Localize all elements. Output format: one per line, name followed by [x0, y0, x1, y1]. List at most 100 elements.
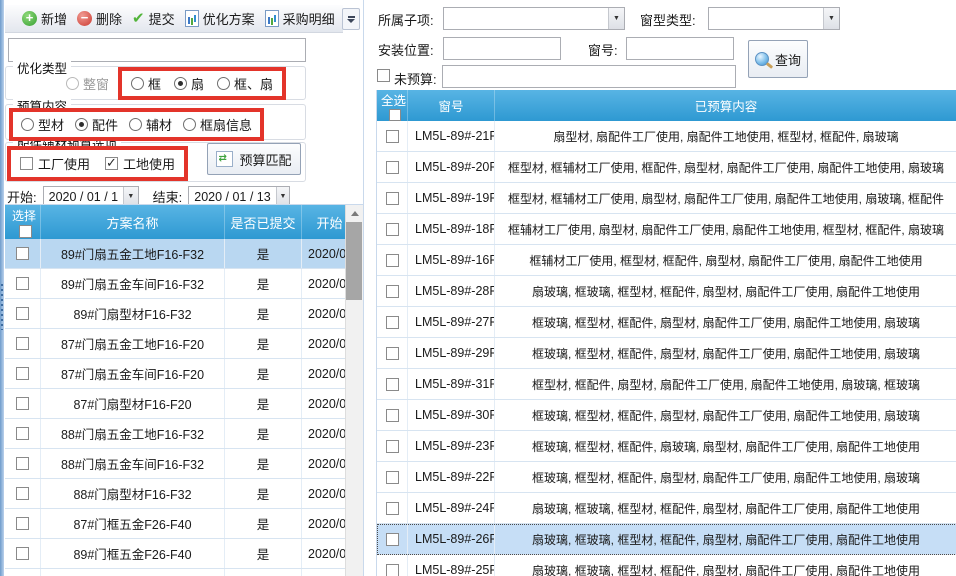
plan-start-date: 2020/0 — [302, 389, 346, 418]
row-checkbox[interactable] — [385, 439, 399, 453]
select-all-checkbox[interactable] — [18, 225, 32, 238]
scrollbar-thumb[interactable] — [346, 222, 362, 300]
chevron-down-icon[interactable]: ▼ — [275, 187, 290, 206]
splitter-grip[interactable] — [1, 284, 3, 330]
budget-table-row[interactable]: LM5L-89#-25F23 扇玻璃, 框玻璃, 框型材, 框配件, 扇型材, … — [377, 555, 956, 576]
radio-option[interactable]: 框扇信息 — [183, 115, 252, 134]
plan-start-date: 2020/0 — [302, 479, 346, 508]
budget-table-row[interactable]: LM5L-89#-23F21 框玻璃, 框型材, 框配件, 扇玻璃, 扇型材, … — [377, 431, 956, 462]
toolbar-buttons: + 新增 − 删除 ✔ 提交 优化方案 采购明细 ▼ — [17, 7, 353, 30]
install-position-input[interactable] — [443, 37, 561, 60]
row-checkbox[interactable] — [385, 284, 399, 298]
budget-table-row[interactable]: LM5L-89#-18F16 框辅材工厂使用, 扇型材, 扇配件工厂使用, 扇配… — [377, 214, 956, 245]
radio-circle-icon — [66, 76, 79, 90]
budget-table-row[interactable]: LM5L-89#-16F15 框辅材工厂使用, 框型材, 框配件, 扇型材, 扇… — [377, 245, 956, 276]
budget-table-row[interactable]: LM5L-89#-29F27 框玻璃, 框型材, 框配件, 扇型材, 扇配件工厂… — [377, 338, 956, 369]
row-checkbox[interactable] — [385, 532, 399, 546]
radio-option[interactable]: 框 — [131, 74, 161, 93]
row-checkbox[interactable] — [16, 277, 29, 290]
row-checkbox[interactable] — [16, 427, 29, 440]
budget-table-row[interactable]: LM5L-89#-28F26 扇玻璃, 框玻璃, 框型材, 框配件, 扇型材, … — [377, 276, 956, 307]
budget-table-row[interactable]: LM5L-89#-30F28 框玻璃, 框型材, 框配件, 扇型材, 扇配件工厂… — [377, 400, 956, 431]
plan-table-row[interactable]: 87#门扇五金车间F16-F20 是 2020/0 — [5, 359, 346, 389]
column-budgeted-content[interactable]: 已预算内容 — [694, 100, 758, 114]
plan-table-row[interactable]: 88#门扇型材F16-F32 是 2020/0 — [5, 479, 346, 509]
purchase-detail-button[interactable]: 采购明细 ▼ — [260, 7, 353, 30]
submit-button[interactable]: ✔ 提交 — [127, 7, 180, 30]
row-checkbox[interactable] — [385, 253, 399, 267]
column-window-number[interactable]: 窗号 — [408, 90, 495, 121]
row-checkbox[interactable] — [16, 307, 29, 320]
row-checkbox[interactable] — [16, 337, 29, 350]
plan-table-row[interactable]: 87#门框五金F26-F40 是 2020/0 — [5, 509, 346, 539]
checkbox-option[interactable]: 工厂使用 — [20, 154, 90, 173]
budget-table-row[interactable]: LM5L-89#-19F17 框型材, 框辅材工厂使用, 扇型材, 扇配件工厂使… — [377, 183, 956, 214]
panel-divider[interactable] — [363, 0, 377, 576]
budget-table-row[interactable]: LM5L-89#-26F24 扇玻璃, 框玻璃, 框型材, 框配件, 扇型材, … — [377, 524, 956, 555]
chevron-down-icon[interactable]: ▼ — [608, 8, 624, 29]
optimize-plan-button[interactable]: 优化方案 — [180, 7, 260, 30]
budget-table-row[interactable]: LM5L-89#-31F29 框型材, 框配件, 扇型材, 扇配件工厂使用, 扇… — [377, 369, 956, 400]
select-all-checkbox[interactable] — [388, 109, 401, 121]
row-checkbox[interactable] — [385, 563, 399, 576]
budget-table-row[interactable]: LM5L-89#-22F20 框玻璃, 框型材, 框配件, 扇型材, 扇配件工厂… — [377, 462, 956, 493]
toolbar-overflow-button[interactable] — [342, 8, 360, 30]
checkbox-option[interactable]: 工地使用 — [105, 154, 175, 173]
window-type-combo[interactable]: ▼ — [708, 7, 840, 30]
radio-option[interactable]: 框、扇 — [217, 74, 273, 93]
radio-option[interactable]: 辅材 — [129, 115, 172, 134]
row-checkbox[interactable] — [385, 501, 399, 515]
row-checkbox[interactable] — [16, 457, 29, 470]
row-checkbox[interactable] — [385, 222, 399, 236]
column-start[interactable]: 开始 — [302, 205, 346, 239]
budget-table-row[interactable]: LM5L-89#-27F25 框玻璃, 框型材, 框配件, 扇型材, 扇配件工厂… — [377, 307, 956, 338]
plan-table-row[interactable]: 89#门框五金F26-F40 是 2020/0 — [5, 539, 346, 569]
no-budget-input[interactable] — [442, 65, 736, 88]
row-checkbox[interactable] — [385, 408, 399, 422]
budget-table-row[interactable]: LM5L-89#-20F18 框型材, 框辅材工厂使用, 框配件, 扇型材, 扇… — [377, 152, 956, 183]
query-button[interactable]: 查询 — [748, 40, 808, 78]
budget-table-row[interactable]: LM5L-89#-24F22 扇玻璃, 框玻璃, 框型材, 框配件, 扇型材, … — [377, 493, 956, 524]
row-checkbox[interactable] — [16, 487, 29, 500]
delete-button[interactable]: − 删除 — [72, 7, 127, 30]
row-checkbox[interactable] — [385, 191, 399, 205]
plan-table-row[interactable]: 88#门扇五金工地F16-F32 是 2020/0 — [5, 419, 346, 449]
plan-table-row[interactable]: 88#门框五金F21-F40 是 2020/0 — [5, 569, 346, 576]
row-checkbox[interactable] — [16, 517, 29, 530]
row-checkbox[interactable] — [16, 397, 29, 410]
row-checkbox[interactable] — [385, 346, 399, 360]
vertical-scrollbar[interactable] — [345, 205, 363, 576]
plan-table-row[interactable]: 89#门扇五金工地F16-F32 是 2020/0 — [5, 239, 346, 269]
plan-table-row[interactable]: 87#门扇型材F16-F20 是 2020/0 — [5, 389, 346, 419]
no-budget-checkbox[interactable] — [377, 69, 390, 82]
budget-table-row[interactable]: LM5L-89#-21F19 扇型材, 扇配件工厂使用, 扇配件工地使用, 框型… — [377, 121, 956, 152]
budget-match-icon — [216, 151, 234, 167]
radio-option[interactable]: 配件 — [75, 115, 118, 134]
radio-option[interactable]: 扇 — [174, 74, 204, 93]
row-checkbox[interactable] — [16, 247, 29, 260]
chevron-down-icon[interactable]: ▼ — [823, 8, 839, 29]
row-checkbox[interactable] — [16, 367, 29, 380]
radio-option[interactable]: 型材 — [21, 115, 64, 134]
row-checkbox[interactable] — [385, 315, 399, 329]
plan-table-row[interactable]: 89#门扇五金车间F16-F32 是 2020/0 — [5, 269, 346, 299]
column-plan-name[interactable]: 方案名称 — [41, 205, 225, 239]
row-checkbox[interactable] — [385, 129, 399, 143]
end-date-picker[interactable]: 2020 / 01 / 13 ▼ — [188, 186, 291, 207]
add-button[interactable]: + 新增 — [17, 7, 72, 30]
window-number-input[interactable] — [626, 37, 734, 60]
plan-table-row[interactable]: 87#门扇五金工地F16-F20 是 2020/0 — [5, 329, 346, 359]
budget-match-button[interactable]: 预算匹配 — [207, 143, 301, 175]
row-checkbox[interactable] — [385, 160, 399, 174]
plan-table-row[interactable]: 88#门扇五金车间F16-F32 是 2020/0 — [5, 449, 346, 479]
row-checkbox[interactable] — [385, 470, 399, 484]
row-checkbox[interactable] — [16, 547, 29, 560]
sub-item-combo[interactable]: ▼ — [443, 7, 625, 30]
plan-table-row[interactable]: 89#门扇型材F16-F32 是 2020/0 — [5, 299, 346, 329]
start-date-picker[interactable]: 2020 / 01 / 1 ▼ — [42, 186, 139, 207]
chevron-down-icon[interactable]: ▼ — [123, 187, 138, 206]
scroll-up-icon[interactable] — [346, 205, 363, 221]
row-checkbox[interactable] — [385, 377, 399, 391]
column-submitted[interactable]: 是否已提交 — [225, 205, 302, 239]
budgeted-content: 框玻璃, 框型材, 框配件, 扇型材, 扇配件工厂使用, 扇配件工地使用, 扇玻… — [531, 470, 920, 485]
